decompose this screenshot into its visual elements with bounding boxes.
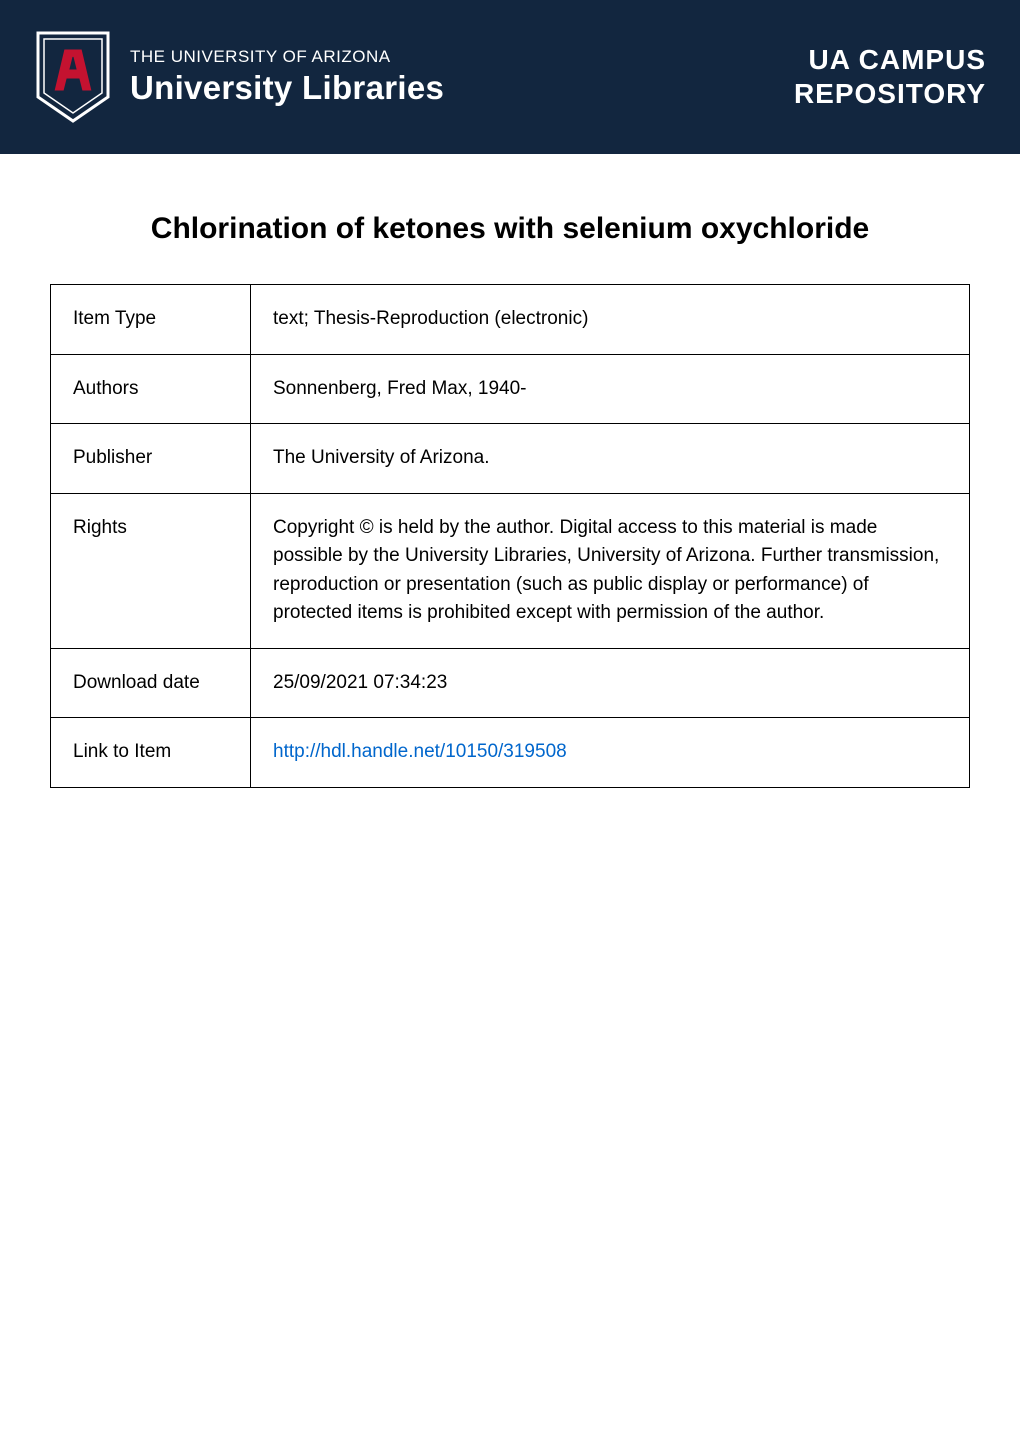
metadata-value: 25/09/2021 07:34:23 <box>251 648 970 718</box>
metadata-label: Authors <box>51 354 251 424</box>
table-row: PublisherThe University of Arizona. <box>51 424 970 494</box>
ua-logo <box>34 29 112 125</box>
metadata-table: Item Typetext; Thesis-Reproduction (elec… <box>50 284 970 788</box>
header-title: University Libraries <box>130 69 444 107</box>
header-left: THE UNIVERSITY OF ARIZONA University Lib… <box>34 29 444 125</box>
header-subtitle: THE UNIVERSITY OF ARIZONA <box>130 47 444 67</box>
document-title: Chlorination of ketones with selenium ox… <box>0 212 1020 246</box>
header-banner: THE UNIVERSITY OF ARIZONA University Lib… <box>0 0 1020 154</box>
table-row: AuthorsSonnenberg, Fred Max, 1940- <box>51 354 970 424</box>
metadata-label: Item Type <box>51 285 251 355</box>
table-row: Download date25/09/2021 07:34:23 <box>51 648 970 718</box>
table-row: Link to Item http://hdl.handle.net/10150/… <box>51 718 970 788</box>
metadata-label: Link to Item <box>51 718 251 788</box>
metadata-value: text; Thesis-Reproduction (electronic) <box>251 285 970 355</box>
metadata-value: Sonnenberg, Fred Max, 1940- <box>251 354 970 424</box>
metadata-tbody: Item Typetext; Thesis-Reproduction (elec… <box>51 285 970 788</box>
campus-line-1: UA CAMPUS <box>794 43 986 77</box>
table-row: RightsCopyright © is held by the author.… <box>51 493 970 648</box>
metadata-value: The University of Arizona. <box>251 424 970 494</box>
header-titles: THE UNIVERSITY OF ARIZONA University Lib… <box>130 47 444 107</box>
metadata-label: Download date <box>51 648 251 718</box>
metadata-label: Rights <box>51 493 251 648</box>
metadata-value: http://hdl.handle.net/10150/319508 <box>251 718 970 788</box>
header-right: UA CAMPUS REPOSITORY <box>794 43 986 110</box>
item-link[interactable]: http://hdl.handle.net/10150/319508 <box>273 741 567 762</box>
metadata-value: Copyright © is held by the author. Digit… <box>251 493 970 648</box>
table-row: Item Typetext; Thesis-Reproduction (elec… <box>51 285 970 355</box>
campus-line-2: REPOSITORY <box>794 77 986 111</box>
metadata-label: Publisher <box>51 424 251 494</box>
